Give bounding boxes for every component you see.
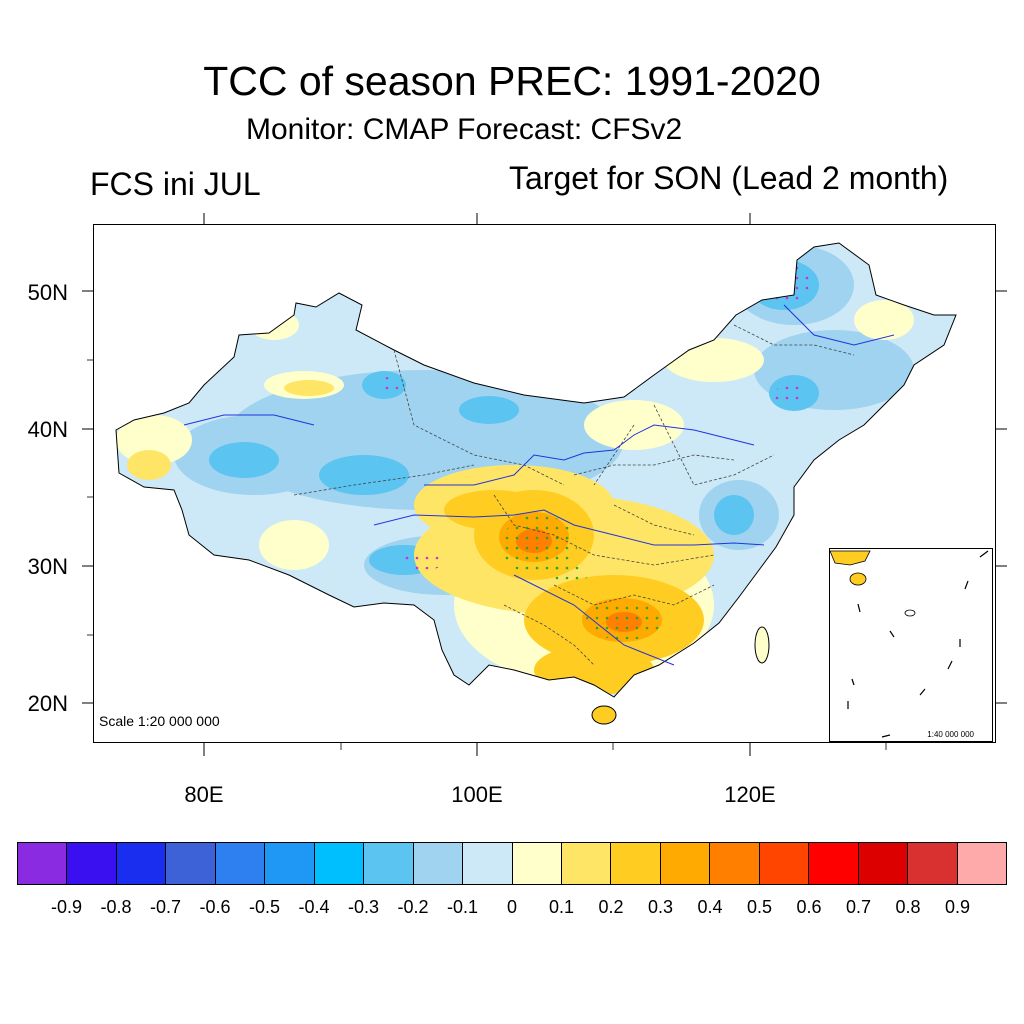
colorbar-swatch (809, 843, 859, 884)
china-border (115, 242, 957, 698)
colorbar-swatch (364, 843, 414, 884)
colorbar-swatch (660, 843, 711, 884)
colorbar-swatch (463, 843, 513, 884)
colorbar-tick-label: 0.3 (647, 897, 674, 917)
south-china-sea-inset: 1:40 000 000 (829, 548, 993, 742)
rivers (183, 304, 895, 666)
colorbar (17, 842, 1007, 885)
lon-label-100e: 100E (451, 782, 503, 807)
colorbar-swatch (561, 843, 612, 884)
lat-label-50n: 50N (27, 280, 68, 305)
colorbar-tick-label: 0.1 (548, 897, 575, 917)
map-panel: Scale 1:20 000 000 1:40 000 000 (93, 224, 996, 743)
colorbar-tick-label: 0.9 (944, 897, 971, 917)
china-map (115, 242, 957, 725)
colorbar-swatch (611, 843, 661, 884)
inset-map (830, 550, 989, 738)
hainan-island (591, 705, 617, 725)
colorbar-tick-label: 0.8 (895, 897, 921, 917)
left-label: FCS ini JUL (90, 166, 261, 202)
lon-label-120e: 120E (724, 782, 776, 807)
colorbar-tick-label: 0.6 (796, 897, 822, 917)
inset-scale-label: 1:40 000 000 (927, 730, 974, 739)
colorbar-tick-label: -0.1 (446, 897, 479, 917)
colorbar-swatch (18, 843, 68, 884)
lat-label-40n: 40N (27, 417, 68, 442)
colorbar-tick-label: -0.3 (347, 897, 380, 917)
colorbar-swatch (413, 843, 464, 884)
chart-title: TCC of season PREC: 1991-2020 (203, 58, 821, 104)
colorbar-swatch (265, 843, 315, 884)
colorbar-tick-label: 0.7 (845, 897, 872, 917)
lon-label-80e: 80E (184, 782, 224, 807)
colorbar-swatch (116, 843, 167, 884)
colorbar-swatch (166, 843, 216, 884)
colorbar-tick-label: -0.8 (100, 897, 132, 917)
colorbar-tick-label: 0.5 (746, 897, 773, 917)
colorbar-swatch (215, 843, 266, 884)
colorbar-tick-label: -0.5 (248, 897, 281, 917)
map-scale-label: Scale 1:20 000 000 (99, 713, 220, 729)
colorbar-swatch (957, 843, 1007, 884)
taiwan-island (754, 626, 770, 664)
colorbar-swatch (314, 843, 365, 884)
colorbar-tick-label: 0 (506, 897, 517, 917)
colorbar-swatch (759, 843, 810, 884)
colorbar-tick-label: 0.4 (697, 897, 723, 917)
colorbar-swatch (858, 843, 909, 884)
colorbar-tick-label: 0.2 (598, 897, 624, 917)
right-label: Target for SON (Lead 2 month) (509, 160, 949, 196)
colorbar-tick-label: -0.4 (298, 897, 330, 917)
colorbar-swatch (512, 843, 562, 884)
colorbar-tick-label: -0.6 (199, 897, 231, 917)
colorbar-tick-label: -0.7 (149, 897, 182, 917)
lat-label-20n: 20N (27, 691, 68, 716)
colorbar-swatch (710, 843, 760, 884)
colorbar-swatch (908, 843, 958, 884)
chart-subtitle: Monitor: CMAP Forecast: CFSv2 (246, 113, 683, 146)
colorbar-swatch (67, 843, 117, 884)
colorbar-tick-label: -0.2 (397, 897, 429, 917)
province-borders (293, 324, 855, 666)
lat-label-30n: 30N (27, 554, 68, 579)
colorbar-tick-label: -0.9 (50, 897, 83, 917)
